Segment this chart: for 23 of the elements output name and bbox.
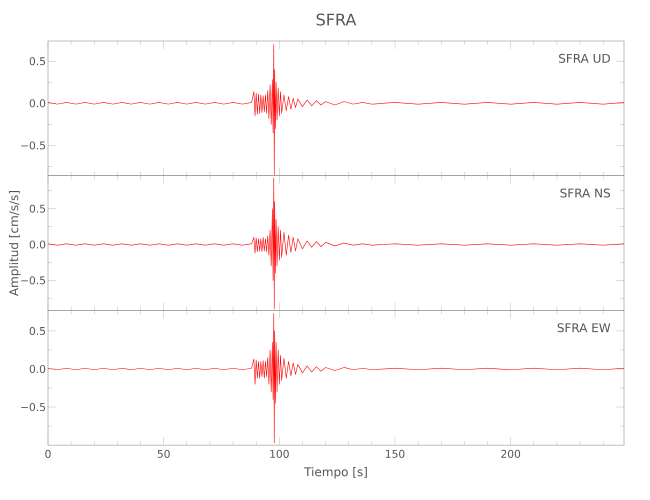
- chart-title: SFRA: [316, 14, 356, 26]
- annotation: SFRA EW: [558, 323, 610, 332]
- x-axis-title: Tiempo [s]: [304, 467, 367, 479]
- line-series: [48, 313, 624, 444]
- y-tick-label: −0.5: [21, 403, 46, 412]
- x-tick-label: 150: [386, 450, 404, 458]
- y-tick-label: 0.0: [30, 240, 46, 249]
- y-tick-label: 0.5: [30, 326, 46, 335]
- annotation: SFRA UD: [559, 54, 610, 63]
- annotation: SFRA NS: [560, 188, 610, 198]
- x-tick-label: 0: [45, 450, 51, 458]
- y-tick-label: −0.5: [21, 141, 46, 150]
- y-tick-label: 0.0: [30, 364, 46, 374]
- line-series: [48, 44, 624, 176]
- y-axis-title: Amplitud [cm/s/s]: [9, 190, 21, 296]
- x-tick-label: 200: [501, 450, 520, 458]
- y-tick-label: −0.5: [21, 276, 46, 284]
- line-series: [48, 178, 624, 310]
- x-tick-label: 50: [158, 450, 170, 458]
- y-tick-label: 0.5: [30, 57, 46, 66]
- x-tick-label: 100: [270, 450, 289, 458]
- y-tick-label: 0.5: [30, 204, 46, 213]
- y-tick-label: 0.0: [30, 99, 46, 108]
